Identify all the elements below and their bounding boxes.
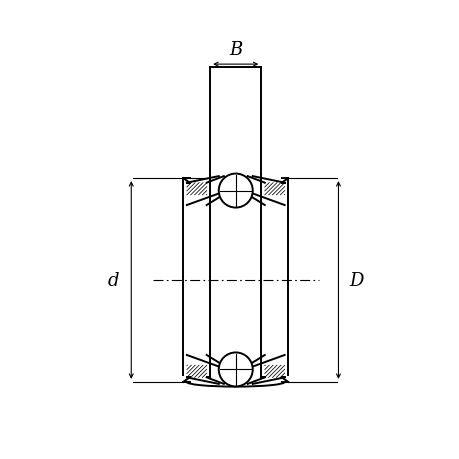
Text: d: d: [107, 271, 119, 289]
Circle shape: [218, 353, 252, 386]
Circle shape: [218, 174, 252, 208]
Text: D: D: [348, 271, 363, 289]
Text: B: B: [229, 41, 242, 59]
